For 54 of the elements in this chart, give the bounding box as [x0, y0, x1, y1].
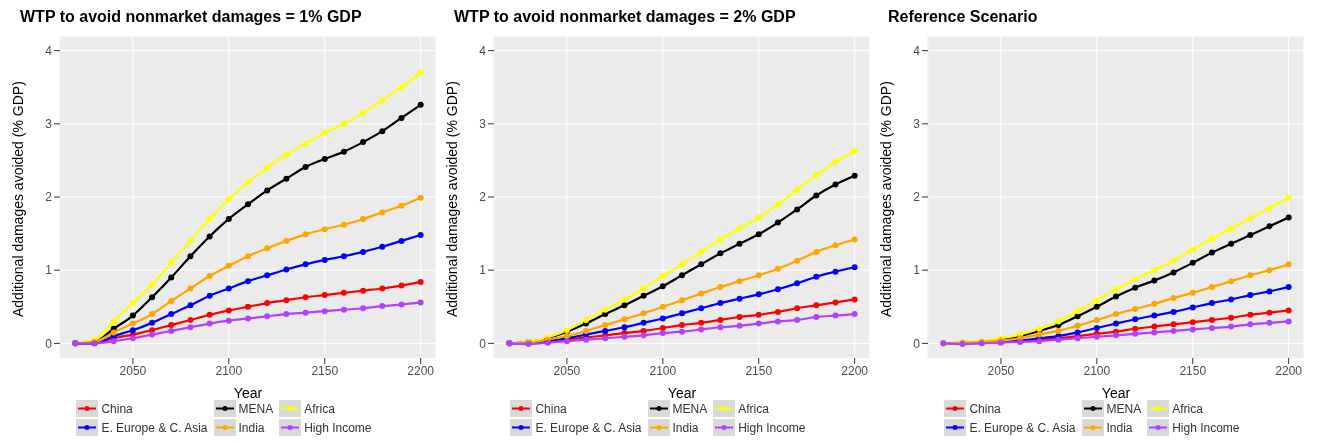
- y-tick-label: 0: [45, 336, 53, 351]
- legend-label: High Income: [738, 420, 806, 435]
- legend-label: China: [535, 401, 567, 416]
- legend-label: MENA: [672, 401, 708, 416]
- y-tick-label: 1: [45, 263, 53, 278]
- x-tick-label: 2200: [841, 363, 869, 378]
- y-tick-label: 0: [913, 336, 921, 351]
- legend-label: High Income: [304, 420, 372, 435]
- y-tick-label: 1: [913, 263, 921, 278]
- y-tick-label: 0: [479, 336, 487, 351]
- y-tick-label: 3: [479, 117, 487, 132]
- y-tick-label: 4: [45, 43, 53, 58]
- y-tick-label: 4: [913, 43, 921, 58]
- x-tick-label: 2200: [1275, 363, 1303, 378]
- x-tick-label: 2050: [119, 363, 147, 378]
- legend-label: China: [969, 401, 1001, 416]
- legend-label: India: [238, 420, 265, 435]
- x-axis-title: Year: [1101, 385, 1131, 401]
- x-tick-label: 2050: [553, 363, 581, 378]
- legend-label: Africa: [738, 401, 769, 416]
- legend-label: India: [1106, 420, 1133, 435]
- y-tick-label: 1: [479, 263, 487, 278]
- chart-title: WTP to avoid nonmarket damages = 1% GDP: [19, 8, 363, 27]
- x-tick-label: 2200: [407, 363, 435, 378]
- legend-label: E. Europe & C. Asia: [969, 420, 1076, 435]
- x-tick-label: 2150: [1179, 363, 1207, 378]
- x-tick-label: 2050: [987, 363, 1015, 378]
- x-tick-label: 2100: [215, 363, 243, 378]
- legend-label: Africa: [304, 401, 335, 416]
- y-axis-title: Additional damages avoided (% GDP): [877, 81, 894, 317]
- y-tick-label: 2: [479, 190, 487, 205]
- y-tick-label: 2: [913, 190, 921, 205]
- legend-label: Africa: [1172, 401, 1203, 416]
- x-tick-label: 2150: [745, 363, 773, 378]
- x-axis-title: Year: [667, 385, 697, 401]
- legend-label: MENA: [238, 401, 274, 416]
- y-axis-title: Additional damages avoided (% GDP): [443, 81, 460, 317]
- legend-label: China: [101, 401, 133, 416]
- y-tick-label: 3: [45, 117, 53, 132]
- legend-label: MENA: [1106, 401, 1142, 416]
- legend-label: E. Europe & C. Asia: [101, 420, 208, 435]
- legend-label: High Income: [1172, 420, 1240, 435]
- chart-title: WTP to avoid nonmarket damages = 2% GDP: [453, 8, 797, 27]
- x-tick-label: 2100: [1083, 363, 1111, 378]
- y-tick-label: 3: [913, 117, 921, 132]
- legend-label: India: [672, 420, 699, 435]
- x-axis-title: Year: [233, 385, 263, 401]
- x-tick-label: 2100: [649, 363, 677, 378]
- x-tick-label: 2150: [311, 363, 339, 378]
- y-tick-label: 4: [479, 43, 487, 58]
- legend-label: E. Europe & C. Asia: [535, 420, 642, 435]
- y-tick-label: 2: [45, 190, 53, 205]
- chart-title: Reference Scenario: [887, 8, 1039, 27]
- y-axis-title: Additional damages avoided (% GDP): [9, 81, 26, 317]
